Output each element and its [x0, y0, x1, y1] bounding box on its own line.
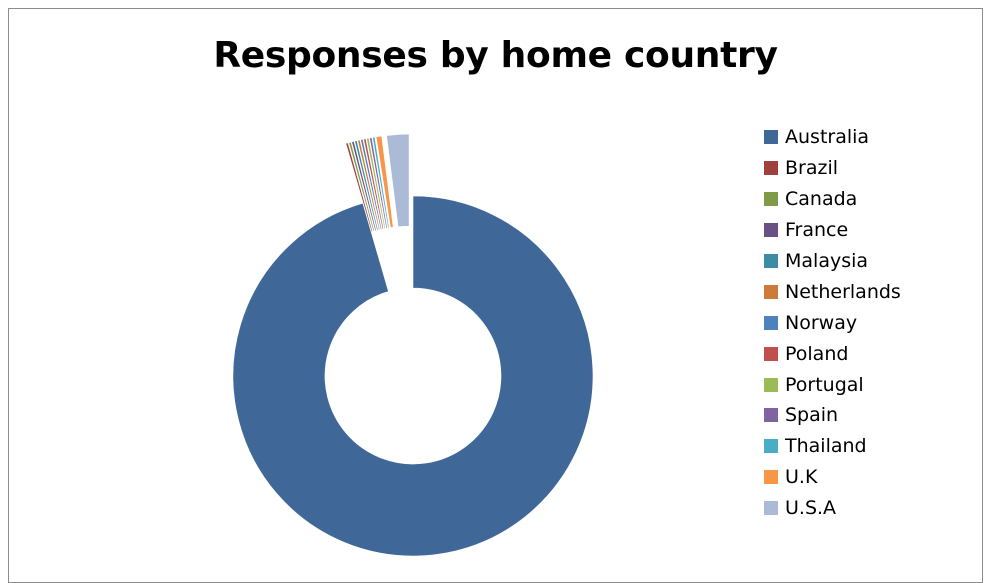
legend-swatch — [764, 223, 778, 238]
chart-title: Responses by home country — [213, 35, 778, 76]
slice-france — [351, 140, 377, 232]
legend-label: France — [785, 219, 849, 242]
legend-label: U.S.A — [785, 497, 837, 520]
legend-item-thailand: Thailand — [764, 431, 901, 462]
legend-label: Netherlands — [785, 280, 901, 303]
slice-canada — [348, 141, 375, 232]
slice-netherlands — [357, 139, 381, 231]
legend-swatch — [764, 130, 778, 145]
legend-swatch — [764, 501, 778, 516]
slice-malaysia — [354, 140, 379, 231]
legend-swatch — [764, 346, 778, 361]
legend-swatch — [764, 284, 778, 299]
legend-swatch — [764, 439, 778, 454]
slice-brazil — [345, 142, 373, 233]
legend-swatch — [764, 315, 778, 330]
legend-label: Malaysia — [785, 250, 869, 272]
legend-item-malaysia: Malaysia — [764, 246, 901, 277]
legend-item-australia: Australia — [764, 122, 901, 153]
slice-norway — [360, 138, 383, 230]
legend-item-portugal: Portugal — [764, 369, 901, 400]
legend-swatch — [764, 377, 778, 392]
slice-spain — [369, 137, 388, 229]
legend-item-netherlands: Netherlands — [764, 276, 901, 307]
legend-swatch — [764, 408, 778, 423]
slice-u-s-a — [386, 133, 410, 228]
slice-portugal — [366, 137, 386, 230]
legend-label: Portugal — [785, 373, 864, 396]
legend-item-u-k: U.K — [764, 462, 901, 493]
legend-item-poland: Poland — [764, 338, 901, 369]
slice-u-k — [375, 135, 394, 229]
legend-item-u-s-a: U.S.A — [764, 493, 901, 524]
donut-chart — [232, 133, 594, 557]
slice-poland — [363, 138, 384, 230]
legend-item-canada: Canada — [764, 184, 901, 215]
legend-label: U.K — [785, 466, 818, 489]
legend-label: Norway — [785, 311, 858, 334]
legend-item-brazil: Brazil — [764, 153, 901, 184]
legend-swatch — [764, 192, 778, 207]
legend-swatch — [764, 254, 778, 268]
legend-label: Brazil — [785, 157, 839, 180]
legend-item-spain: Spain — [764, 400, 901, 431]
slice-thailand — [372, 136, 390, 229]
legend-label: Canada — [785, 188, 858, 211]
chart-legend: Australia Brazil Canada France Malaysia Nethe… — [764, 122, 901, 524]
legend-label: Australia — [785, 126, 870, 149]
legend-label: Poland — [785, 342, 849, 365]
legend-item-norway: Norway — [764, 307, 901, 338]
legend-swatch — [764, 470, 778, 485]
legend-label: Spain — [785, 404, 839, 427]
slice-australia — [232, 195, 594, 557]
legend-item-france: France — [764, 215, 901, 246]
legend-swatch — [764, 161, 778, 176]
legend-label: Thailand — [785, 435, 867, 458]
